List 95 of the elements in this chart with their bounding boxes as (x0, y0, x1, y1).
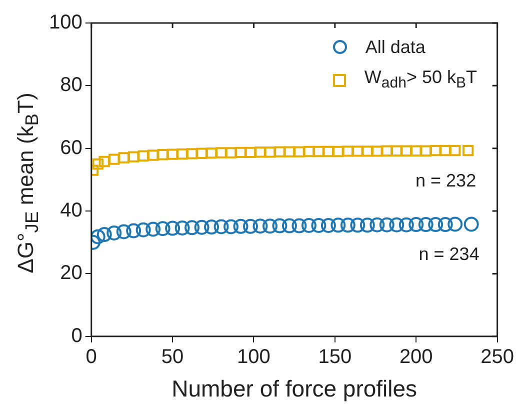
point (462, 144, 474, 156)
y-tick-label: 40 (60, 200, 82, 222)
point (98, 156, 110, 168)
point (91, 229, 106, 244)
point (196, 148, 208, 159)
point (450, 144, 461, 156)
x-tick-label: 0 (86, 346, 97, 368)
point (165, 220, 180, 236)
point (342, 146, 354, 157)
point (204, 220, 220, 235)
point (430, 144, 442, 156)
point (126, 223, 142, 238)
point (311, 218, 326, 233)
point (224, 219, 239, 234)
point (128, 151, 140, 162)
x-tick-label: 100 (237, 346, 270, 368)
point (448, 216, 463, 232)
point (244, 146, 256, 158)
point (381, 145, 392, 156)
point (400, 145, 412, 156)
point (420, 145, 432, 156)
point (418, 217, 434, 232)
point (254, 146, 266, 158)
point (235, 146, 246, 158)
point (155, 221, 170, 236)
point (340, 218, 356, 233)
point (352, 146, 364, 157)
y-tick-label: 0 (71, 324, 82, 347)
point (262, 218, 278, 234)
point (264, 146, 276, 158)
point (214, 219, 229, 234)
point (320, 218, 336, 233)
point (272, 218, 288, 234)
point (284, 146, 296, 158)
point (174, 220, 190, 236)
x-axis-title: Number of force profiles (172, 376, 418, 402)
point (274, 146, 286, 158)
point (184, 220, 200, 236)
point (186, 148, 198, 160)
x-tick-label: 150 (318, 346, 352, 368)
point (303, 146, 315, 158)
point (322, 146, 334, 158)
legend-label: All data (365, 36, 426, 59)
x-tick-label: 250 (480, 346, 514, 368)
point (332, 146, 344, 158)
point (391, 145, 402, 156)
point (294, 146, 305, 158)
point (146, 222, 161, 237)
point (92, 158, 104, 170)
point (379, 217, 394, 232)
point (438, 217, 453, 232)
point (360, 218, 375, 233)
point (301, 218, 316, 233)
point (410, 145, 422, 156)
point (252, 218, 268, 234)
point (350, 218, 366, 233)
x-tick-label: 200 (399, 346, 433, 368)
point (370, 217, 385, 232)
point (116, 224, 132, 240)
point (408, 217, 424, 232)
point (243, 218, 258, 234)
point (372, 146, 383, 157)
legend-label: W$_{adh}$> 50 k$_{B}$T (364, 66, 477, 94)
annotation: n = 234 (418, 244, 480, 264)
point (96, 227, 112, 242)
point (108, 154, 120, 165)
point (292, 218, 307, 234)
point (362, 146, 374, 157)
point (206, 147, 218, 159)
y-tick-label: 100 (48, 12, 82, 34)
point (440, 144, 451, 156)
point (282, 218, 297, 234)
point (398, 217, 414, 232)
point (330, 218, 346, 233)
point (106, 225, 122, 240)
point (136, 222, 151, 238)
point (464, 216, 479, 232)
annotation: n = 232 (416, 170, 476, 191)
point (157, 149, 168, 160)
point (225, 147, 237, 158)
point (216, 147, 227, 158)
point (313, 146, 324, 158)
point (389, 217, 404, 232)
y-tick-label: 80 (60, 74, 82, 96)
point (233, 218, 248, 234)
point (428, 217, 444, 232)
y-tick-label: 20 (60, 262, 82, 284)
point (147, 150, 159, 161)
point (118, 152, 130, 164)
x-tick-label: 50 (161, 346, 184, 368)
point (138, 150, 149, 162)
point (194, 220, 210, 235)
y-tick-label: 60 (60, 136, 82, 159)
point (166, 148, 178, 160)
point (176, 148, 188, 160)
